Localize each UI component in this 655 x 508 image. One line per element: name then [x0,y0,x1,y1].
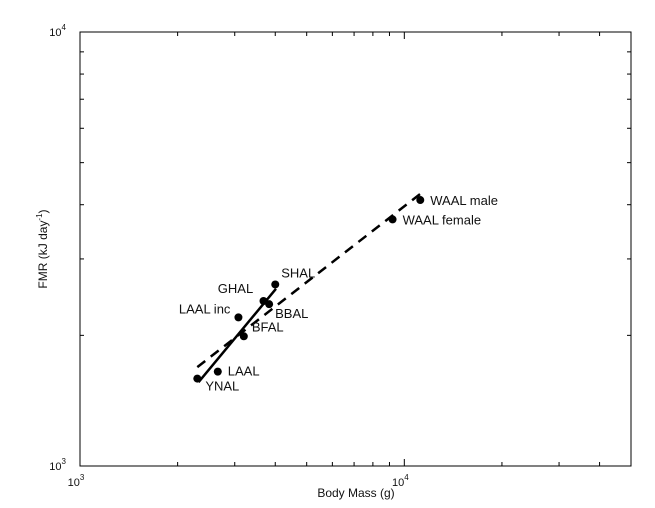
data-point [193,374,202,383]
x-tick-label: 103 [68,473,85,489]
data-point [416,196,425,205]
point-label: BFAL [252,319,284,334]
data-point [239,332,248,341]
point-label: LAAL [228,364,260,379]
x-tick-label: 104 [392,473,409,489]
data-point [388,215,397,224]
data-point [213,367,222,376]
point-labels: WAAL male WAAL female SHAL GHAL BBAL LAAL inc… [179,193,498,394]
plot-area [79,31,632,467]
y-tick-label: 104 [49,23,66,39]
data-points [193,196,425,383]
data-point [271,280,280,289]
point-label: YNAL [205,379,239,394]
point-label: GHAL [218,281,253,296]
y-axis-title: FMR (kJ day-1) [35,209,50,288]
point-label: LAAL inc [179,301,231,316]
ticks [79,31,632,467]
point-label: SHAL [281,265,315,280]
x-axis-title: Body Mass (g) [317,486,394,500]
y-tick-label: 103 [49,457,66,473]
dashed-fit-line [196,190,424,369]
point-label: WAAL female [403,212,482,227]
data-point [234,313,243,322]
point-label: BBAL [275,306,308,321]
data-point [265,300,274,309]
point-label: WAAL male [430,193,498,208]
axis-tick-labels: 103 104 103 104 [49,23,409,489]
